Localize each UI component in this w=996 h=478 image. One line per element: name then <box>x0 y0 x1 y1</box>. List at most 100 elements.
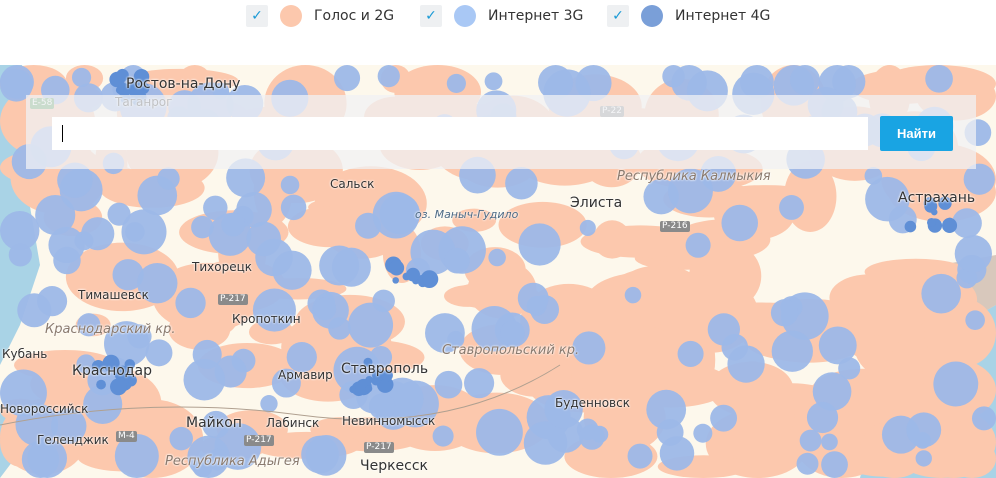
city-label: Ставрополь <box>341 361 429 377</box>
3g-coverage-area <box>821 451 848 478</box>
lake-label: оз. Маныч-Гудило <box>415 208 519 221</box>
3g-coverage-area <box>579 424 605 450</box>
3g-coverage-area <box>963 163 995 195</box>
voice-coverage-area <box>452 208 497 232</box>
4g-coverage-area <box>941 196 948 204</box>
3g-coverage-area <box>771 330 813 372</box>
4g-coverage-area <box>91 359 105 373</box>
road-sign: P-217 <box>244 435 274 446</box>
3g-coverage-area <box>57 162 93 199</box>
3g-coverage-area <box>50 408 87 444</box>
3g-coverage-area <box>627 443 653 469</box>
3g-coverage-area <box>464 368 495 399</box>
3g-coverage-area <box>865 176 910 222</box>
4g-coverage-area <box>388 260 405 276</box>
3g-coverage-area <box>145 339 173 367</box>
coverage-map[interactable]: Ростов-на-ДонуТаганрогСальскЭлистаАстрах… <box>0 65 996 478</box>
3g-coverage-area <box>221 212 246 237</box>
3g-coverage-area <box>572 331 606 365</box>
3g-coverage-area <box>779 195 804 220</box>
3g-coverage-area <box>27 438 68 478</box>
search-button[interactable]: Найти <box>880 116 953 151</box>
3g-coverage-area <box>137 262 178 304</box>
3g-coverage-area <box>121 209 167 255</box>
4g-coverage-area <box>904 220 917 233</box>
3g-coverage-area <box>906 412 942 448</box>
legend-voice-2g[interactable]: ✓ Голос и 2G <box>246 3 394 29</box>
3g-coverage-area <box>812 372 852 411</box>
checkbox-internet-4g[interactable]: ✓ <box>607 5 629 27</box>
3g-coverage-area <box>818 326 857 365</box>
3g-coverage-area <box>286 342 317 373</box>
road-sign: M-4 <box>116 431 137 442</box>
3g-coverage-area <box>447 330 465 349</box>
checkbox-voice-2g[interactable]: ✓ <box>246 5 268 27</box>
city-label: Майкоп <box>186 415 242 431</box>
3g-coverage-area <box>677 340 704 367</box>
coverage-layer <box>0 65 996 478</box>
3g-coverage-area <box>517 282 549 314</box>
4g-coverage-area <box>115 86 124 95</box>
3g-coverage-area <box>523 421 568 465</box>
3g-coverage-area <box>579 219 596 236</box>
checkbox-internet-3g[interactable]: ✓ <box>420 5 442 27</box>
3g-coverage-area <box>500 320 525 346</box>
4g-coverage-area <box>927 217 937 228</box>
3g-coverage-area <box>369 345 393 369</box>
4g-coverage-area <box>363 357 373 367</box>
legend-internet-3g[interactable]: ✓ Интернет 3G <box>420 3 583 29</box>
3g-coverage-area <box>796 452 819 475</box>
voice-coverage-area <box>593 220 631 259</box>
voice-coverage-area <box>760 385 795 440</box>
city-label: Армавир <box>278 368 333 382</box>
city-label: Геленджик <box>37 433 109 447</box>
3g-coverage-area <box>280 175 300 195</box>
3g-coverage-area <box>685 232 711 258</box>
region-label: Республика Калмыкия <box>617 169 771 184</box>
road-sign: P-216 <box>660 221 690 232</box>
3g-coverage-area <box>372 191 420 239</box>
4g-coverage-area <box>102 354 120 372</box>
3g-coverage-area <box>71 67 92 88</box>
3g-coverage-area <box>8 243 32 267</box>
3g-coverage-area <box>305 435 347 476</box>
4g-coverage-area <box>124 359 136 370</box>
legend-label: Интернет 3G <box>488 8 584 24</box>
city-label: Астрахань <box>898 190 976 206</box>
legend-label: Голос и 2G <box>314 8 395 24</box>
search-panel: Найти <box>26 95 976 169</box>
3g-coverage-area <box>444 247 470 274</box>
3g-coverage-area <box>81 217 115 251</box>
4g-coverage-area <box>365 385 373 393</box>
3g-coverage-area <box>17 293 52 328</box>
3g-coverage-area <box>280 194 307 221</box>
address-search-input[interactable] <box>52 117 868 150</box>
legend-label: Интернет 4G <box>675 8 771 24</box>
3g-coverage-area <box>921 273 961 314</box>
city-label: Новороссийск <box>0 402 89 416</box>
city-label: Лабинск <box>266 416 320 430</box>
3g-coverage-area <box>252 288 296 332</box>
city-label: Ростов-на-Дону <box>126 76 241 92</box>
region-label: Краснодарский кр. <box>45 322 176 337</box>
3g-coverage-area <box>114 433 159 478</box>
3g-coverage-area <box>646 389 687 430</box>
3g-coverage-area <box>789 65 820 96</box>
3g-coverage-area <box>260 395 278 413</box>
legend-internet-4g[interactable]: ✓ Интернет 4G <box>607 3 770 29</box>
3g-coverage-area <box>710 404 738 432</box>
4g-coverage-area <box>133 68 150 85</box>
4g-coverage-area <box>392 277 399 284</box>
3g-coverage-area <box>799 429 822 452</box>
3g-coverage-area <box>476 408 523 456</box>
3g-coverage-area <box>372 289 395 313</box>
3g-coverage-area <box>368 393 396 420</box>
4g-coverage-area <box>422 273 434 286</box>
3g-coverage-area <box>112 259 144 291</box>
3g-coverage-area <box>333 65 361 92</box>
3g-coverage-area <box>668 168 713 214</box>
voice-coverage-area <box>891 347 924 418</box>
3g-coverage-area <box>806 401 839 434</box>
3g-coverage-area <box>0 369 47 417</box>
3g-coverage-area <box>518 223 561 266</box>
